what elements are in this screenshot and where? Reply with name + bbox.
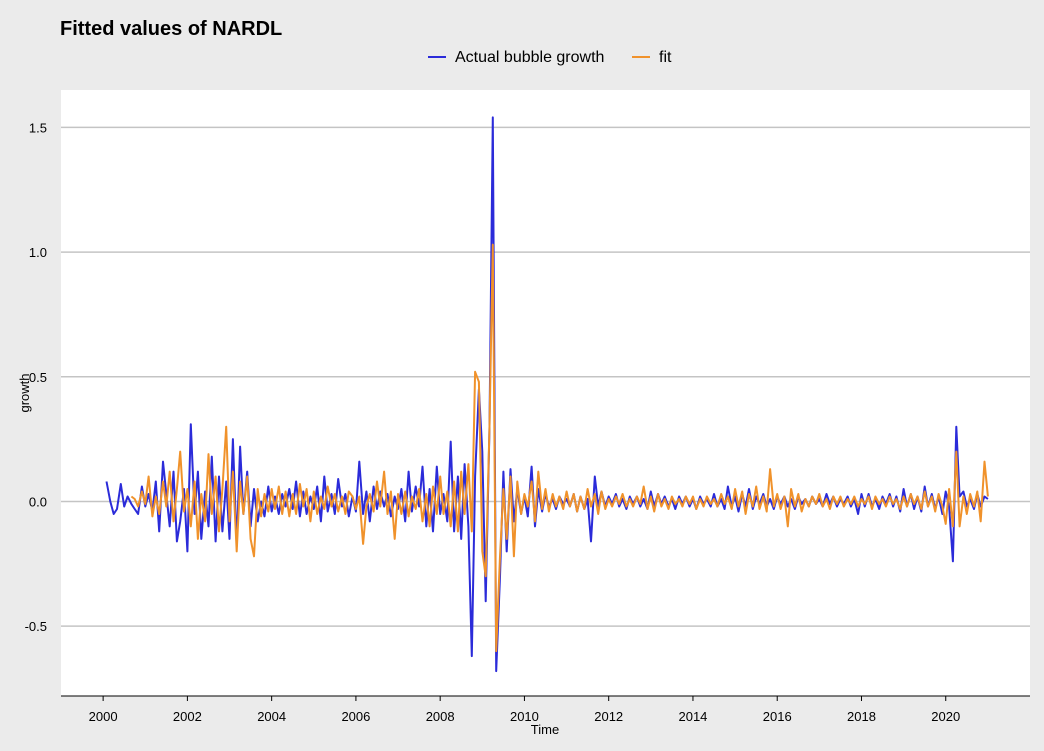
chart-title: Fitted values of NARDL: [60, 18, 282, 40]
y-tick-label: -0.5: [25, 619, 47, 634]
x-tick-label: 2008: [426, 709, 455, 724]
x-tick-label: 2000: [89, 709, 118, 724]
axes: [61, 695, 1030, 701]
y-tick-label: 1.0: [29, 245, 47, 260]
y-tick-labels: -0.5 0.0 0.5 1.0 1.5: [25, 120, 47, 634]
x-tick-label: 2018: [847, 709, 876, 724]
series-line-fit: [130, 243, 989, 653]
gridlines: [61, 126, 1030, 627]
y-tick-label: 1.5: [29, 120, 47, 135]
x-tick-label: 2012: [594, 709, 623, 724]
y-tick-label: 0.0: [29, 494, 47, 509]
x-tick-label: 2002: [173, 709, 202, 724]
x-tick-label: 2004: [257, 709, 286, 724]
y-axis-title: growth: [17, 373, 32, 412]
x-tick-label: 2010: [510, 709, 539, 724]
y-tick-label: 0.5: [29, 370, 47, 385]
x-tick-label: 2006: [341, 709, 370, 724]
x-axis-title: Time: [531, 722, 559, 737]
x-tick-labels: 2000 2002 2004 2006 2008 2010 2012 2014 2016 2018…: [89, 709, 961, 724]
series-lines: [105, 116, 989, 673]
legend-label-fit: fit: [659, 49, 672, 66]
x-tick-label: 2016: [763, 709, 792, 724]
legend: Actual bubble growth fit: [428, 49, 672, 66]
plot-panel: [61, 90, 1030, 696]
legend-label-actual: Actual bubble growth: [455, 49, 604, 66]
x-tick-label: 2014: [678, 709, 707, 724]
x-tick-label: 2020: [931, 709, 960, 724]
